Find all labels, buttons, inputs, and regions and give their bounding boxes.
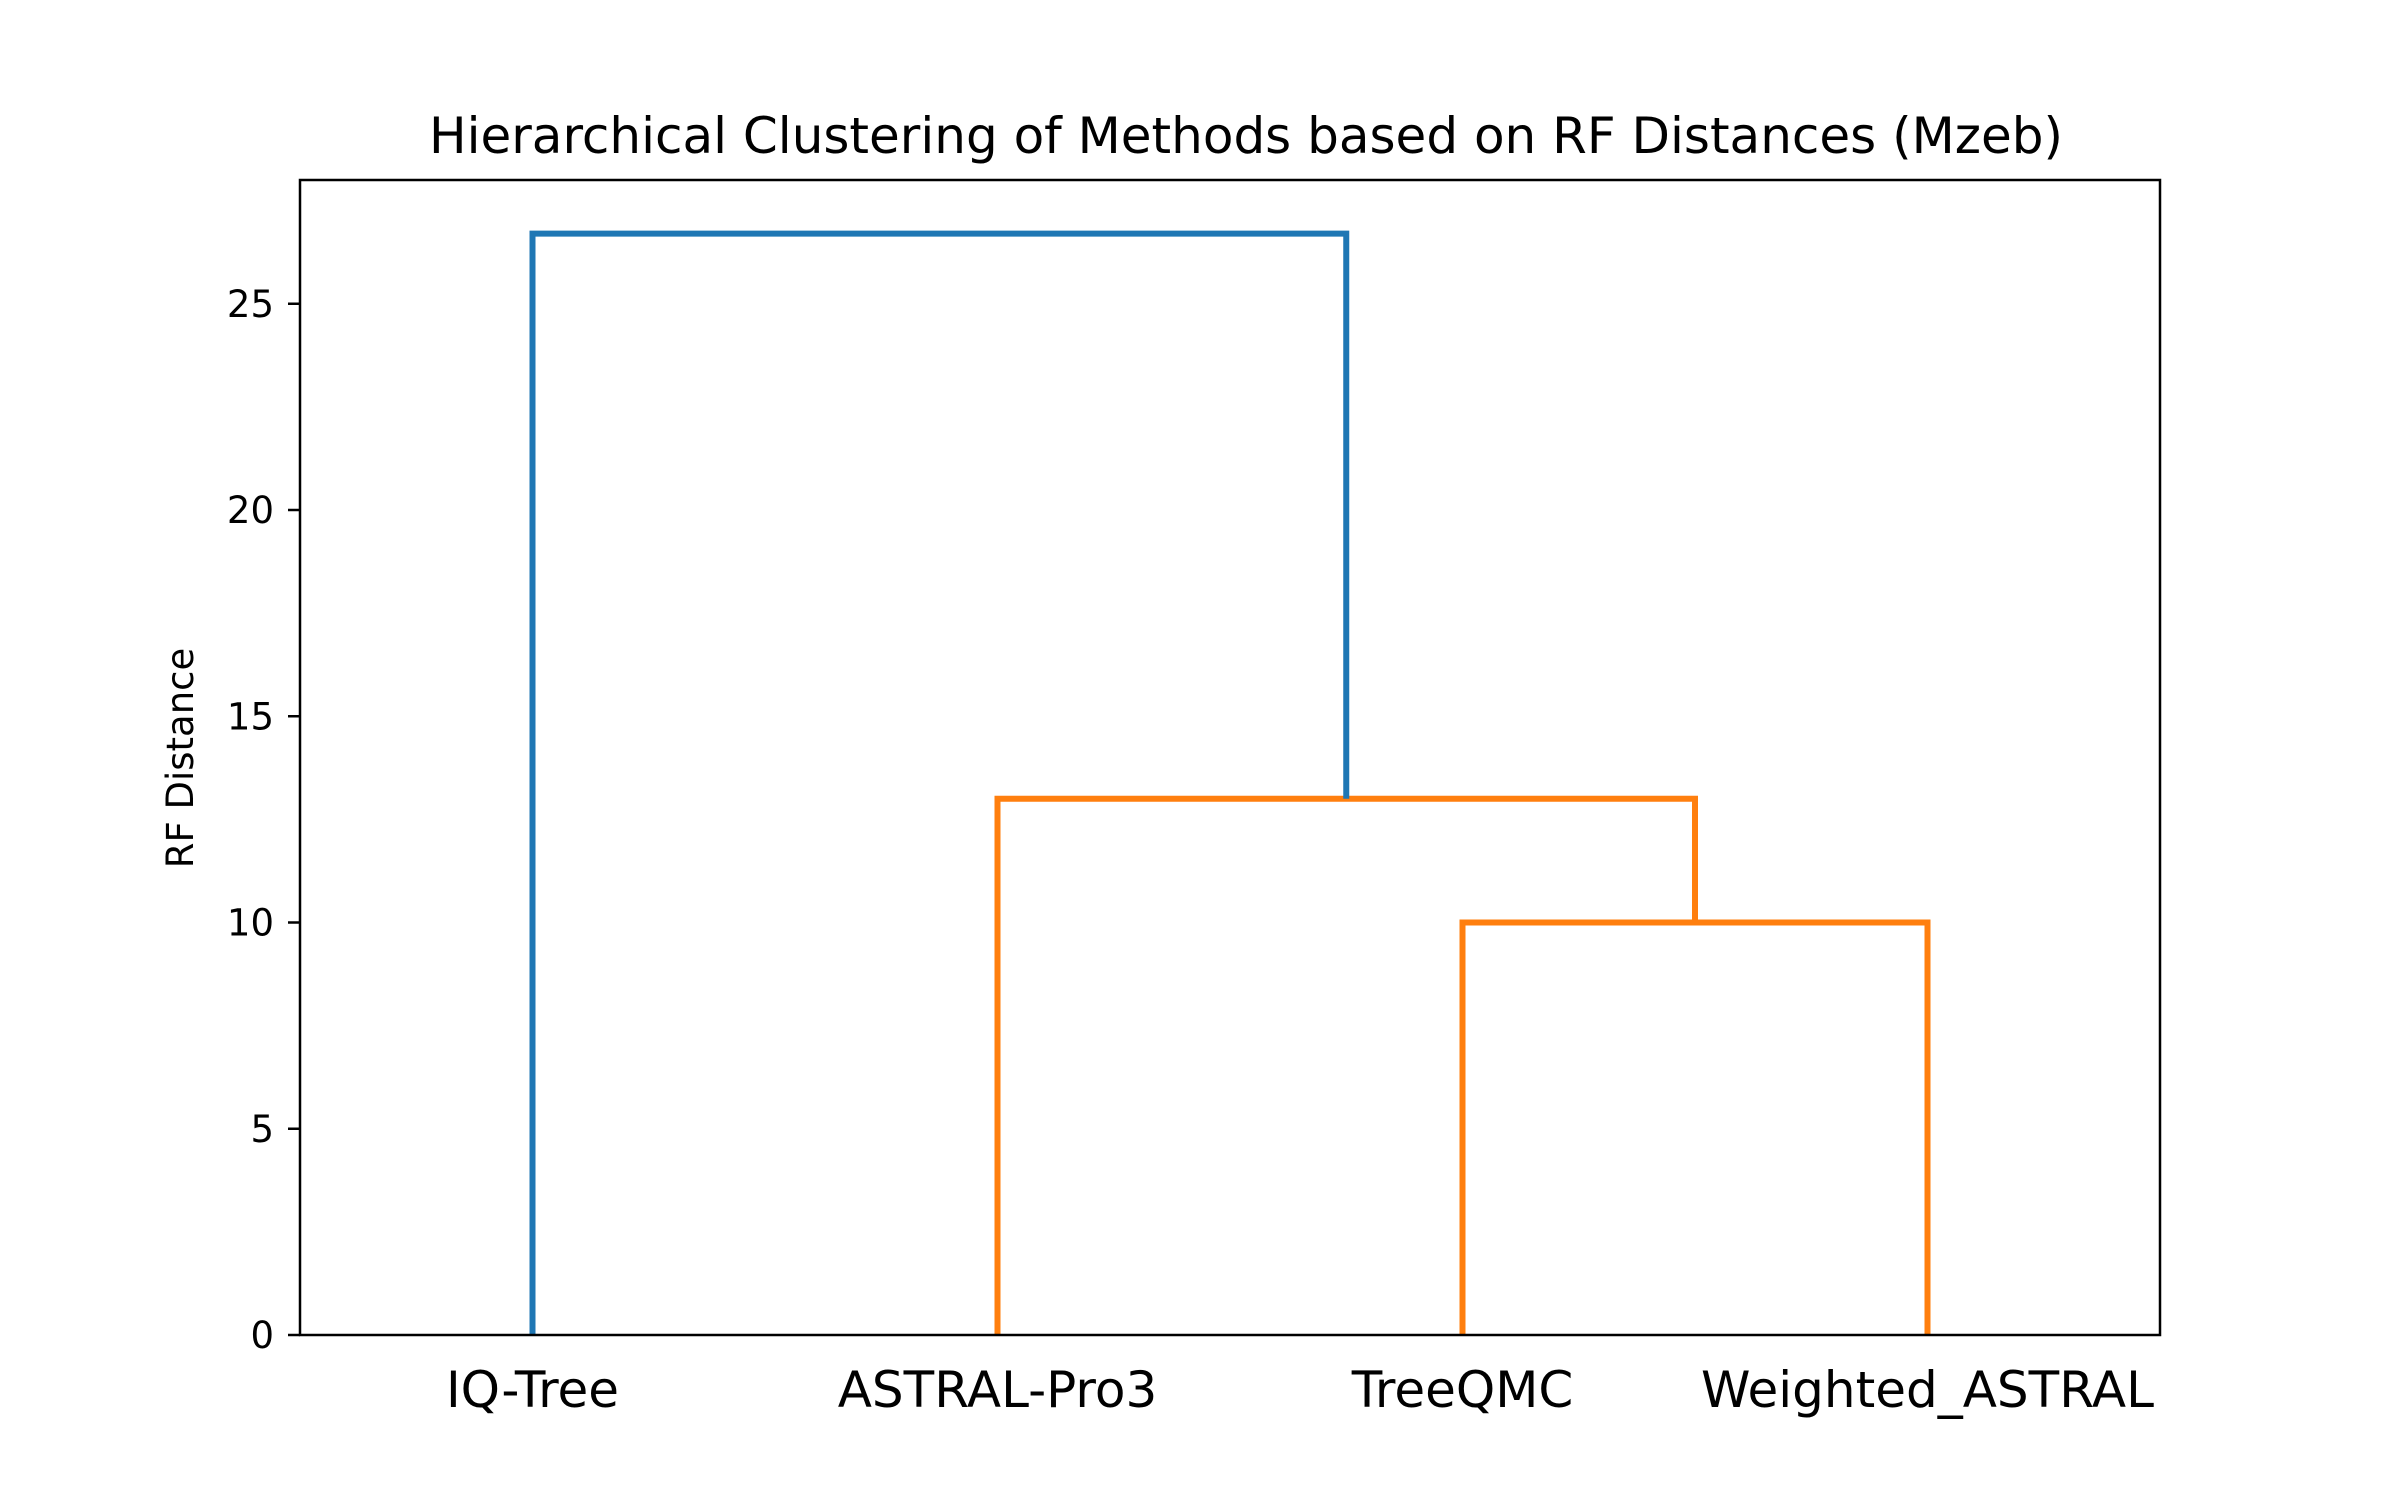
dendrogram-link (529, 230, 1350, 1335)
leaf-labels: IQ-Tree ASTRAL-Pro3 TreeQMC Weighted_ASTRAL (446, 1361, 2154, 1419)
y-axis-ticks: 0 5 10 15 20 25 (227, 283, 300, 1357)
y-axis-label: RF Distance (159, 648, 202, 869)
leaf-label: ASTRAL-Pro3 (838, 1361, 1158, 1419)
y-tick-label: 0 (250, 1314, 274, 1357)
y-tick-label: 25 (227, 283, 274, 326)
y-tick-label: 20 (227, 489, 274, 532)
plot-frame (298, 178, 2162, 1337)
y-tick-label: 10 (227, 902, 274, 945)
dendrogram-links (529, 230, 1931, 1335)
chart-title: Hierarchical Clustering of Methods based… (429, 107, 2063, 165)
leaf-label: IQ-Tree (446, 1361, 619, 1419)
y-tick-label: 5 (250, 1108, 274, 1151)
leaf-label: Weighted_ASTRAL (1701, 1361, 2154, 1419)
y-tick-label: 15 (227, 695, 274, 738)
leaf-label: TreeQMC (1351, 1361, 1574, 1419)
